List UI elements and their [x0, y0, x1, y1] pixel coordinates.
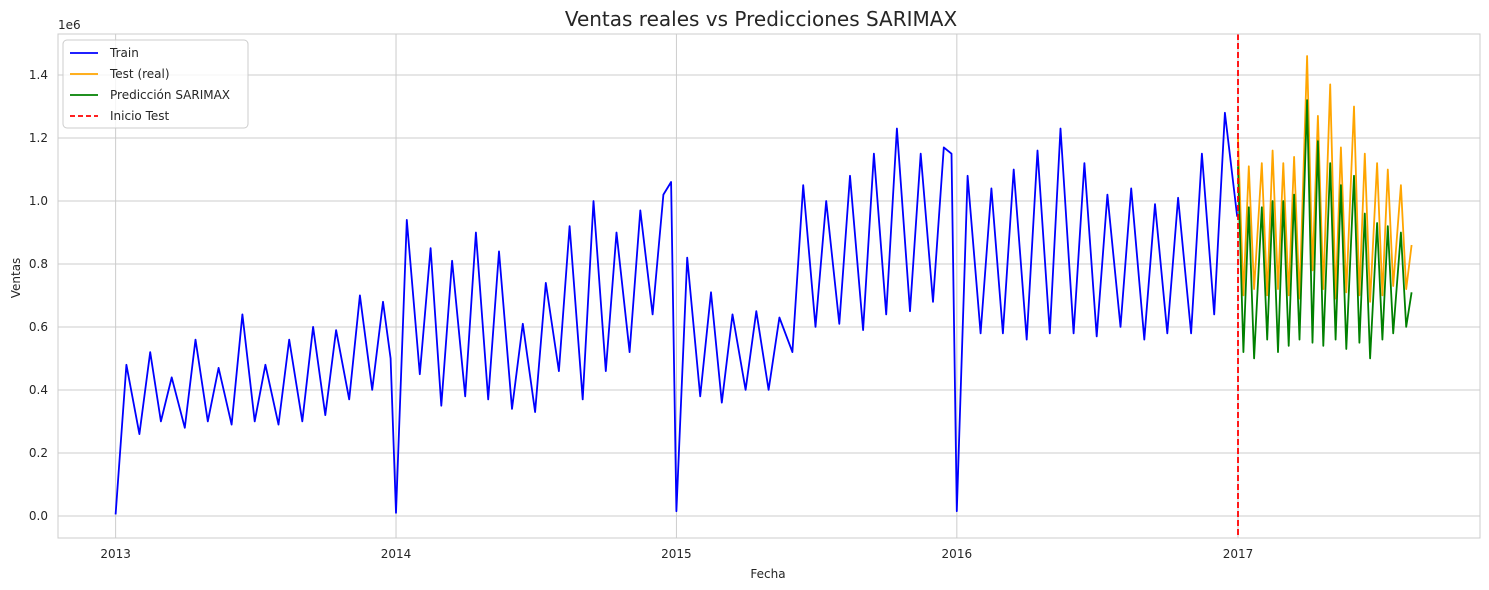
legend-label: Predicción SARIMAX [110, 88, 230, 102]
y-tick-label: 1.0 [29, 194, 48, 208]
y-tick-label: 0.8 [29, 257, 48, 271]
x-tick-label: 2016 [942, 547, 973, 561]
x-tick-label: 2013 [100, 547, 131, 561]
x-tick-labels: 2013 2014 2015 2016 2017 [100, 547, 1253, 561]
chart-title: Ventas reales vs Predicciones SARIMAX [565, 7, 958, 31]
y-axis-title: Ventas [9, 258, 23, 299]
y-tick-label: 0.2 [29, 446, 48, 460]
y-tick-label: 1.4 [29, 68, 48, 82]
x-tick-label: 2015 [661, 547, 692, 561]
test-series-line [1237, 55, 1413, 303]
y-tick-labels: 0.0 0.2 0.4 0.6 0.8 1.0 1.2 1.4 [29, 68, 48, 523]
legend-label: Inicio Test [110, 109, 169, 123]
plot-frame [57, 33, 1481, 539]
y-tick-label: 0.4 [29, 383, 48, 397]
x-axis-title: Fecha [750, 567, 785, 581]
legend-label: Train [109, 46, 139, 60]
legend: Train Test (real) Predicción SARIMAX Inicio… [62, 39, 249, 129]
y-tick-label: 0.0 [29, 509, 48, 523]
train-series-line [114, 111, 1239, 515]
legend-label: Test (real) [109, 67, 170, 81]
series-layer [114, 55, 1413, 515]
y-tick-label: 0.6 [29, 320, 48, 334]
legend-box [62, 39, 249, 129]
legend-items: Train Test (real) Predicción SARIMAX Inicio… [70, 46, 230, 123]
prediction-series-line [1237, 99, 1413, 360]
x-tick-label: 2017 [1223, 547, 1254, 561]
y-tick-label: 1.2 [29, 131, 48, 145]
x-tick-label: 2014 [381, 547, 412, 561]
y-offset-label: 1e6 [58, 18, 81, 32]
